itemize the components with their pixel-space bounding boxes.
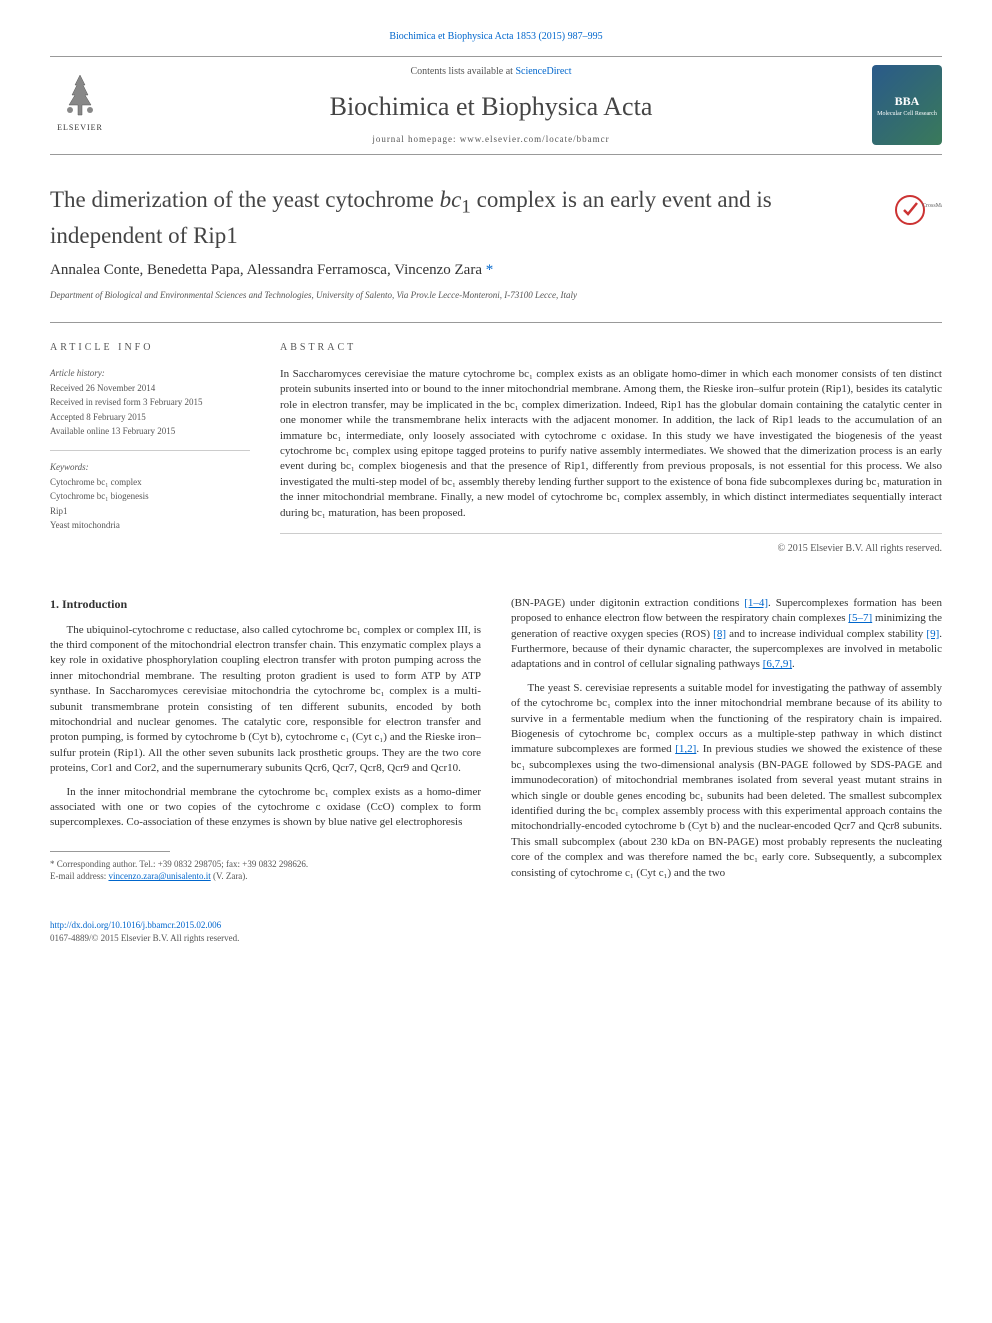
abstract-column: abstract In Saccharomyces cerevisiae the… [280, 341, 942, 556]
crossmark-icon[interactable]: CrossMark [892, 185, 942, 235]
svg-text:CrossMark: CrossMark [922, 203, 942, 209]
email-suffix: (V. Zara). [211, 871, 248, 881]
history-accepted: Accepted 8 February 2015 [50, 411, 250, 424]
corresponding-footnote: * Corresponding author. Tel.: +39 0832 2… [50, 858, 481, 871]
authors-names: Annalea Conte, Benedetta Papa, Alessandr… [50, 262, 486, 278]
keyword-2: Cytochrome bc₁ biogenesis [50, 490, 250, 503]
p3d: and to increase individual complex stabi… [726, 628, 926, 640]
history-online: Available online 13 February 2015 [50, 425, 250, 438]
abstract-text: In Saccharomyces cerevisiae the mature c… [280, 367, 942, 534]
keyword-3: Rip1 [50, 505, 250, 518]
email-link[interactable]: vincenzo.zara@unisalento.it [108, 871, 210, 881]
p3f: . [792, 658, 795, 670]
abstract-copyright: © 2015 Elsevier B.V. All rights reserved… [280, 542, 942, 556]
ref-6-7-9[interactable]: [6,7,9] [763, 658, 792, 670]
article-history-block: Article history: Received 26 November 20… [50, 367, 250, 451]
bba-label-top: BBA [895, 93, 920, 110]
banner-center: Contents lists available at ScienceDirec… [110, 65, 872, 146]
elsevier-logo: ELSEVIER [50, 70, 110, 140]
title-part1: The dimerization of the yeast cytochrome [50, 187, 440, 212]
intro-p4: The yeast S. cerevisiae represents a sui… [511, 681, 942, 881]
history-label: Article history: [50, 367, 250, 380]
ref-1-4[interactable]: [1–4] [744, 597, 768, 609]
email-footnote: E-mail address: vincenzo.zara@unisalento… [50, 870, 481, 883]
keyword-1: Cytochrome bc₁ complex [50, 476, 250, 489]
history-revised: Received in revised form 3 February 2015 [50, 396, 250, 409]
article-title: The dimerization of the yeast cytochrome… [50, 185, 892, 250]
issn-copyright: 0167-4889/© 2015 Elsevier B.V. All right… [50, 932, 942, 945]
article-info-heading: article info [50, 341, 250, 355]
intro-p1: The ubiquinol-cytochrome c reductase, al… [50, 623, 481, 777]
intro-p2: In the inner mitochondrial membrane the … [50, 785, 481, 831]
journal-citation-link[interactable]: Biochimica et Biophysica Acta 1853 (2015… [50, 30, 942, 44]
title-sub: 1 [461, 197, 471, 218]
journal-homepage: journal homepage: www.elsevier.com/locat… [110, 133, 872, 146]
journal-name: Biochimica et Biophysica Acta [110, 89, 872, 125]
doi-link[interactable]: http://dx.doi.org/10.1016/j.bbamcr.2015.… [50, 920, 221, 930]
ref-1-2[interactable]: [1,2] [675, 743, 696, 755]
contents-line: Contents lists available at ScienceDirec… [110, 65, 872, 79]
keywords-block: Keywords: Cytochrome bc₁ complex Cytochr… [50, 461, 250, 544]
ref-8[interactable]: [8] [713, 628, 726, 640]
elsevier-tree-icon [55, 70, 105, 120]
bba-cover-thumbnail: BBA Molecular Cell Research [872, 65, 942, 145]
footnote-separator [50, 851, 170, 852]
page-footer: http://dx.doi.org/10.1016/j.bbamcr.2015.… [50, 919, 942, 944]
ref-5-7[interactable]: [5–7] [848, 612, 872, 624]
affiliation: Department of Biological and Environment… [50, 289, 942, 302]
title-em: bc [440, 187, 462, 212]
article-info-column: article info Article history: Received 2… [50, 341, 250, 556]
authors-line: Annalea Conte, Benedetta Papa, Alessandr… [50, 260, 942, 281]
title-row: The dimerization of the yeast cytochrome… [50, 185, 942, 250]
intro-p3: (BN-PAGE) under digitonin extraction con… [511, 596, 942, 673]
p3a: (BN-PAGE) under digitonin extraction con… [511, 597, 744, 609]
bba-label-bottom: Molecular Cell Research [877, 110, 937, 118]
abstract-heading: abstract [280, 341, 942, 355]
elsevier-label: ELSEVIER [57, 122, 103, 133]
ref-9[interactable]: [9] [926, 628, 939, 640]
body-columns: 1. Introduction The ubiquinol-cytochrome… [50, 596, 942, 889]
keywords-label: Keywords: [50, 461, 250, 474]
body-column-right: (BN-PAGE) under digitonin extraction con… [511, 596, 942, 889]
body-column-left: 1. Introduction The ubiquinol-cytochrome… [50, 596, 481, 889]
corresponding-mark: * [486, 262, 494, 278]
email-label: E-mail address: [50, 871, 108, 881]
p4b: . In previous studies we showed the exis… [511, 743, 942, 878]
contents-prefix: Contents lists available at [410, 66, 515, 77]
journal-banner: ELSEVIER Contents lists available at Sci… [50, 56, 942, 155]
introduction-heading: 1. Introduction [50, 596, 481, 613]
info-abstract-row: article info Article history: Received 2… [50, 322, 942, 556]
history-received: Received 26 November 2014 [50, 382, 250, 395]
sciencedirect-link[interactable]: ScienceDirect [515, 66, 571, 77]
keyword-4: Yeast mitochondria [50, 519, 250, 532]
